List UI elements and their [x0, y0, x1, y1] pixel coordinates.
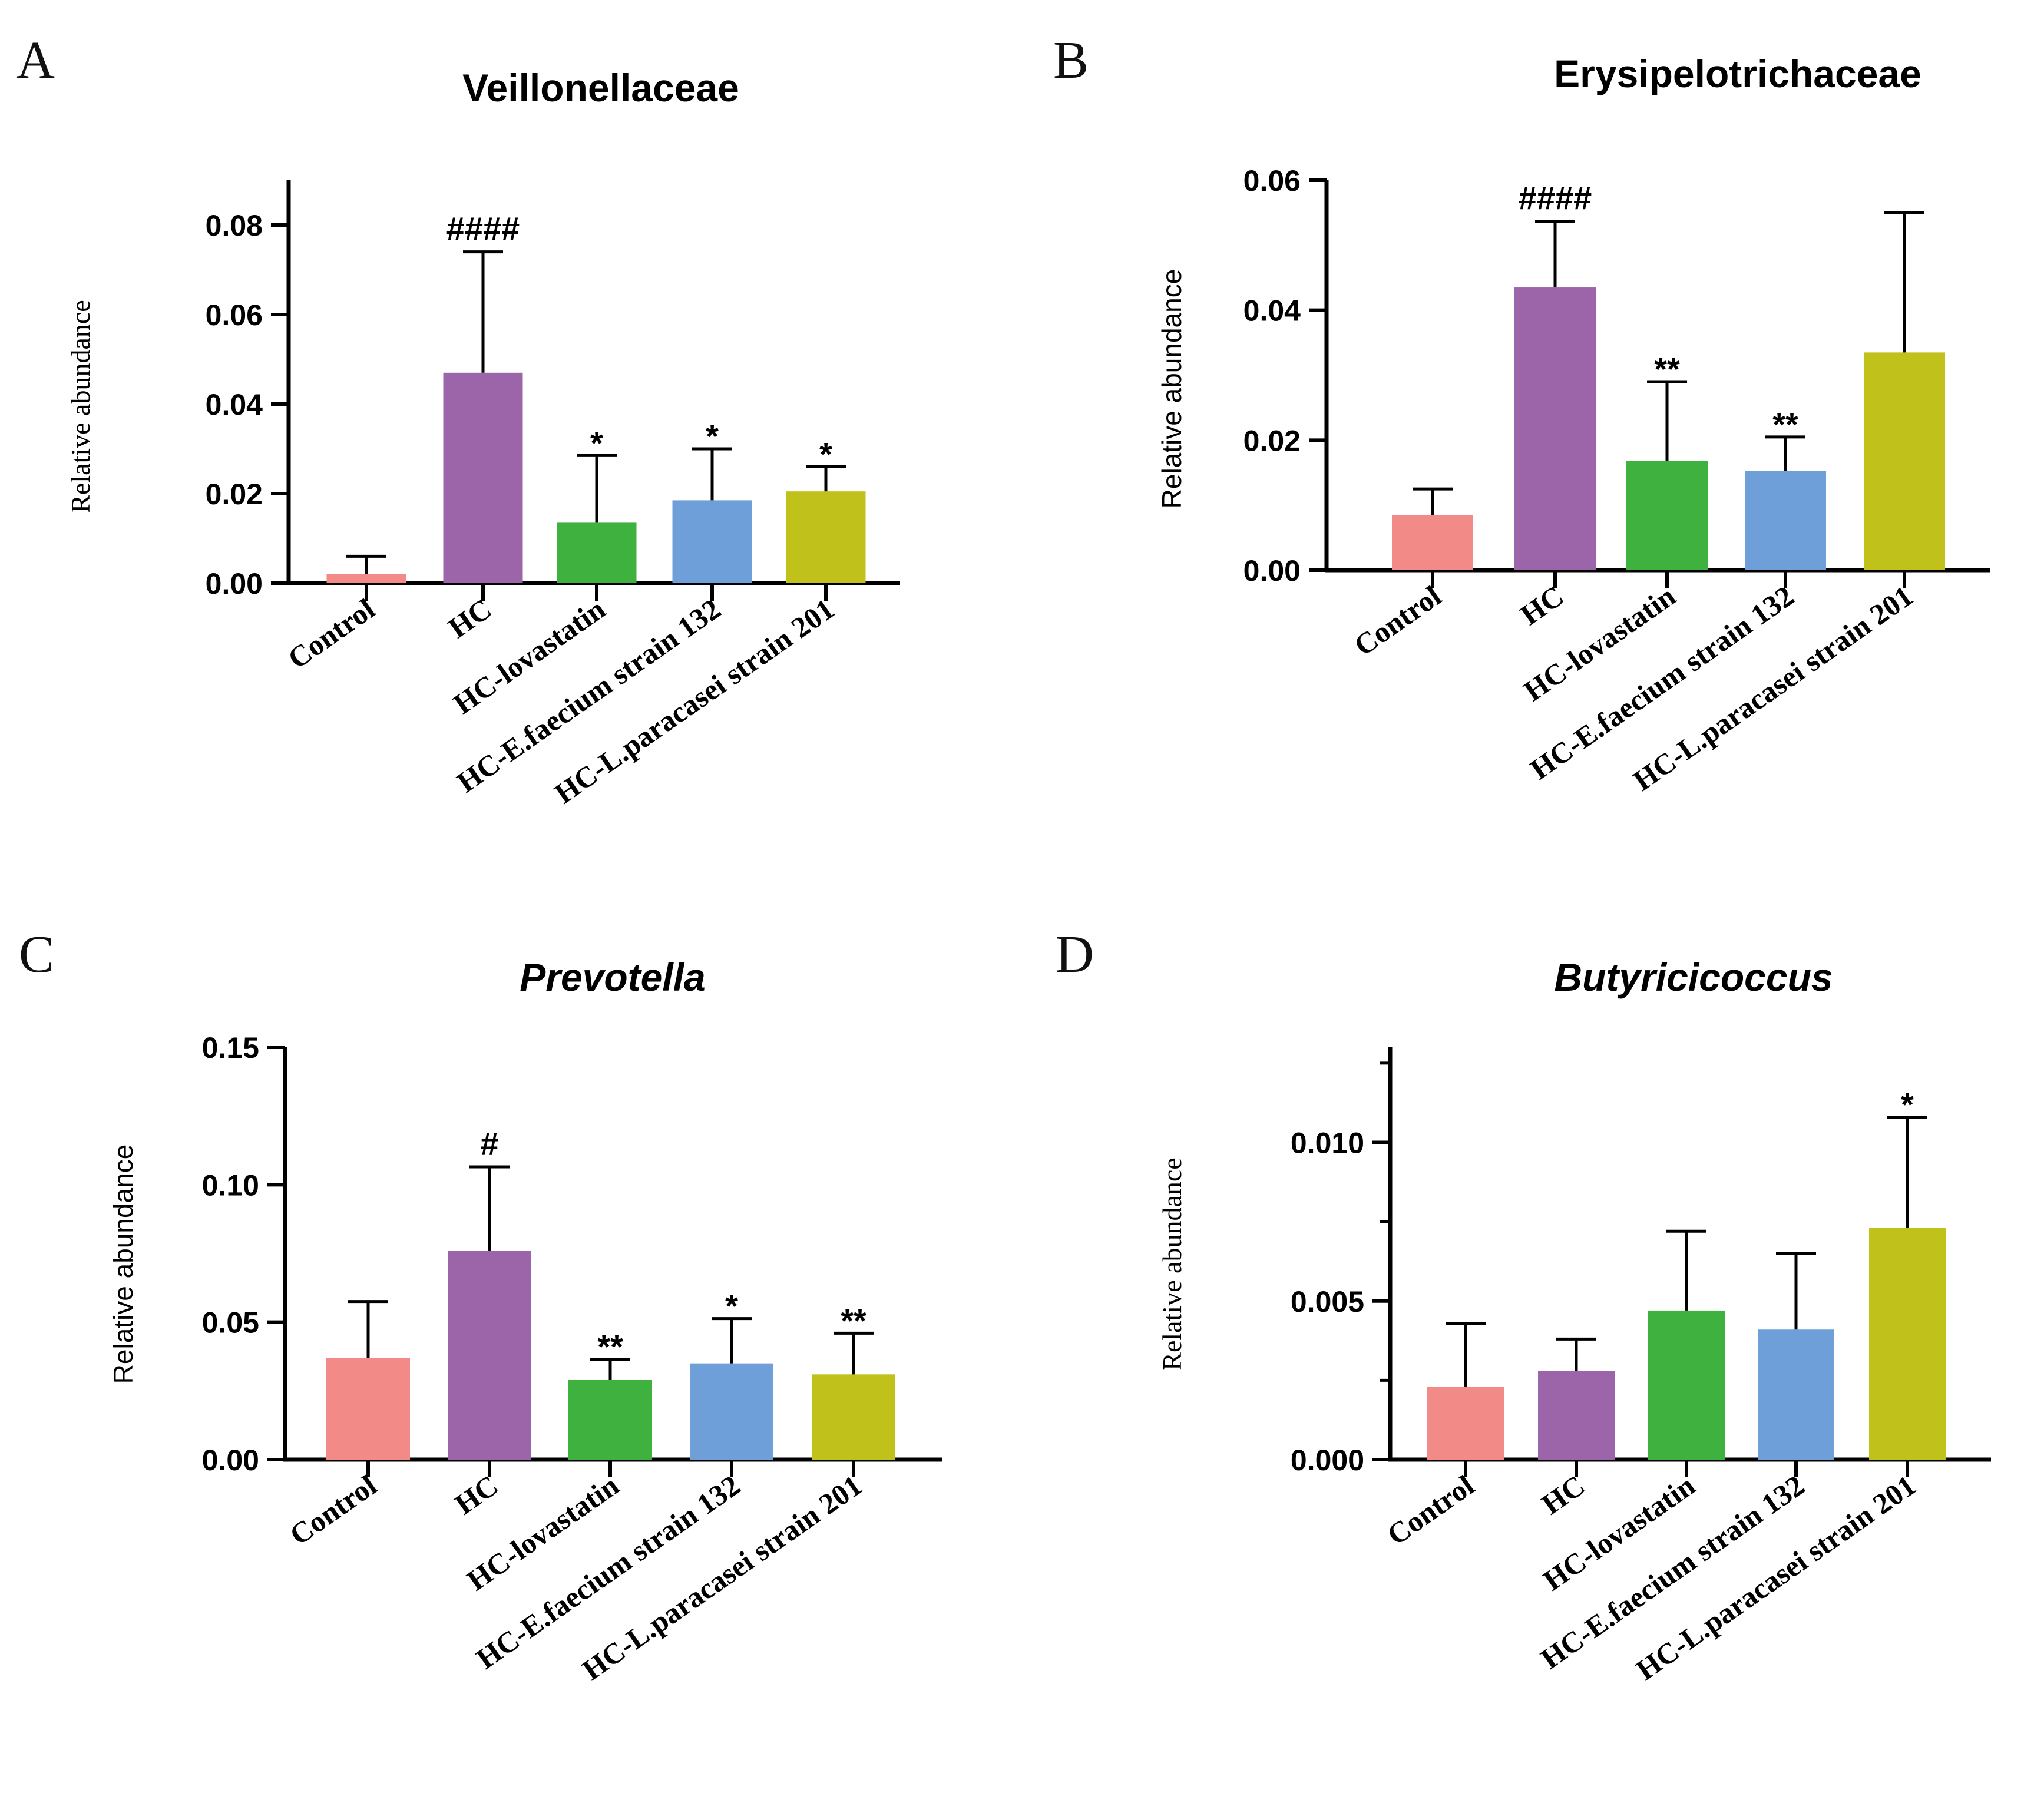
y-tick-label-d: 0.005 [1291, 1285, 1364, 1318]
significance-marker-d-5: * [1901, 1086, 1914, 1123]
chart-title-c: Prevotella [520, 955, 706, 999]
y-tick-label-a: 0.02 [206, 478, 263, 511]
bar-d-2 [1538, 1371, 1615, 1460]
y-tick-label-b: 0.04 [1243, 295, 1301, 327]
y-tick-label-a: 0.08 [206, 209, 263, 242]
y-tick-label-c: 0.10 [202, 1169, 259, 1202]
y-axis-label-b: Relative abundance [1156, 269, 1187, 509]
panel-letter-a: A [16, 31, 55, 90]
y-tick-label-a: 0.00 [206, 567, 263, 600]
bar-b-5 [1864, 352, 1945, 570]
y-tick-label-d: 0.000 [1291, 1444, 1364, 1477]
bar-c-5 [812, 1374, 895, 1460]
y-tick-label-b: 0.06 [1243, 164, 1301, 197]
bar-d-3 [1648, 1310, 1725, 1460]
significance-marker-c-4: * [725, 1288, 738, 1325]
significance-marker-b-3: ** [1654, 350, 1680, 388]
significance-marker-c-5: ** [841, 1302, 866, 1339]
bar-d-1 [1427, 1387, 1504, 1460]
y-tick-label-c: 0.00 [202, 1444, 259, 1477]
panel-d: D Butyricicoccus 0.000 0.005 0.010 Relative… [1056, 925, 1991, 1686]
panel-c: C Prevotella 0.00 0.05 0.10 0.15 Relative ab… [19, 925, 942, 1686]
bar-a-4 [672, 500, 752, 583]
bar-c-4 [690, 1363, 773, 1460]
category-label-d-1: Control [1381, 1468, 1480, 1551]
y-axis-label-a: Relative abundance [65, 300, 95, 512]
bar-b-1 [1392, 515, 1473, 570]
category-label-b-1: Control [1348, 579, 1447, 662]
category-label-c-1: Control [283, 1468, 382, 1551]
category-label-a-2: HC [442, 592, 498, 644]
panel-letter-b: B [1053, 31, 1089, 90]
bar-c-2 [448, 1251, 531, 1460]
y-tick-label-b: 0.00 [1243, 554, 1301, 587]
y-axis-label-d: Relative abundance [1157, 1157, 1187, 1370]
significance-marker-c-3: ** [597, 1328, 623, 1365]
significance-marker-a-4: * [706, 418, 719, 455]
panel-letter-c: C [19, 925, 54, 984]
significance-marker-b-4: ** [1772, 406, 1798, 443]
significance-marker-a-5: * [819, 435, 832, 472]
panel-a: A Veillonellaceae 0.00 0.02 0.04 0.06 0.08 Re… [16, 31, 900, 810]
bar-c-1 [326, 1358, 410, 1460]
y-tick-label-d: 0.010 [1291, 1127, 1364, 1160]
category-label-c-2: HC [449, 1468, 504, 1521]
category-label-a-1: Control [282, 592, 381, 675]
chart-title-a: Veillonellaceae [462, 66, 739, 110]
panel-b: B Erysipelotrichaceae 0.00 0.02 0.04 0.06 Re… [1053, 31, 1990, 797]
bar-d-4 [1758, 1329, 1834, 1460]
bar-a-2 [443, 372, 523, 583]
panel-letter-d: D [1056, 925, 1094, 984]
significance-marker-b-2: #### [1519, 180, 1592, 217]
bar-a-5 [786, 491, 866, 583]
category-label-b-2: HC [1514, 579, 1570, 631]
bar-b-3 [1626, 461, 1708, 570]
bar-b-2 [1514, 287, 1596, 570]
y-tick-label-b: 0.02 [1243, 424, 1301, 457]
y-tick-label-c: 0.15 [202, 1031, 259, 1064]
chart-title-d: Butyricicoccus [1554, 955, 1833, 999]
bar-b-4 [1745, 471, 1826, 570]
significance-marker-c-2: # [480, 1125, 498, 1162]
category-label-d-2: HC [1536, 1468, 1591, 1521]
bar-a-1 [326, 574, 406, 583]
bar-a-3 [557, 522, 637, 583]
y-axis-label-c: Relative abundance [108, 1144, 138, 1384]
significance-marker-a-2: #### [446, 210, 520, 247]
y-tick-label-c: 0.05 [202, 1306, 259, 1339]
bar-c-3 [568, 1380, 652, 1460]
y-tick-label-a: 0.04 [206, 388, 263, 421]
significance-marker-a-3: * [590, 424, 603, 461]
chart-title-b: Erysipelotrichaceae [1554, 52, 1921, 95]
bar-d-5 [1869, 1228, 1946, 1460]
y-tick-label-a: 0.06 [206, 299, 263, 332]
